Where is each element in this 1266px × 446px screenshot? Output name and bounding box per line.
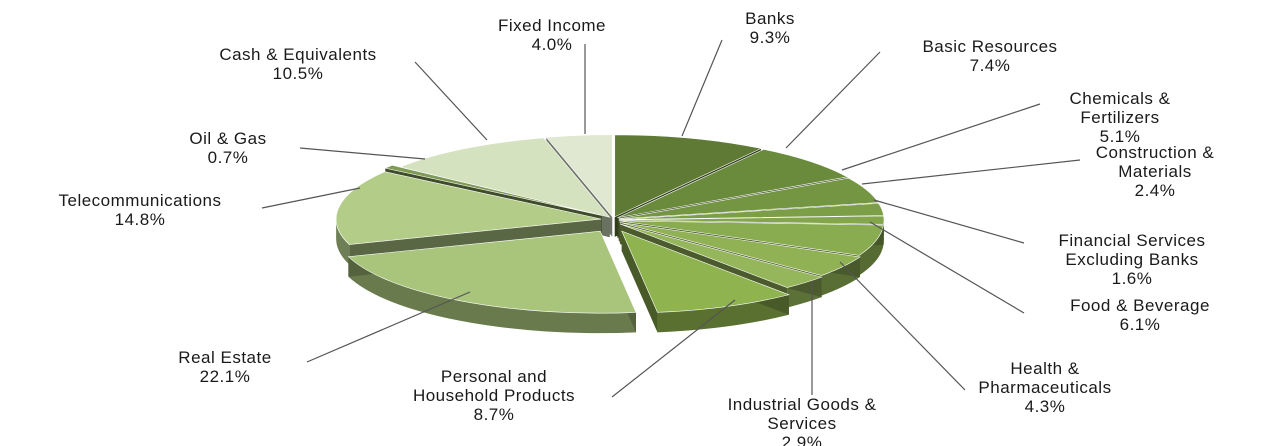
- slice-side-9: [348, 256, 636, 334]
- slice-construction-materials: [618, 203, 884, 220]
- leader-line-9: [306, 291, 471, 363]
- slice-label-line: 4.0%: [532, 35, 573, 54]
- slice-label-line: Real Estate: [178, 348, 271, 367]
- slice-label-11: Oil & Gas 0.7%: [189, 129, 266, 167]
- leader-line-6: [839, 261, 966, 391]
- slice-edge-8-1: [621, 231, 658, 333]
- slice-label-line: Materials: [1118, 162, 1191, 181]
- slice-label-line: Food & Beverage: [1070, 296, 1210, 315]
- leader-line-10: [261, 187, 361, 209]
- slice-label-line: 2.9%: [782, 433, 823, 446]
- slice-label-line: 7.4%: [970, 56, 1011, 75]
- leader-line-0: [681, 39, 723, 137]
- slice-label-line: 2.4%: [1135, 181, 1176, 200]
- slice-label-line: Banks: [745, 9, 795, 28]
- slice-label-line: 0.7%: [208, 148, 249, 167]
- slice-label-line: Basic Resources: [922, 37, 1057, 56]
- slice-label-line: Fertilizers: [1080, 108, 1159, 127]
- slice-label-2: Chemicals & Fertilizers 5.1%: [1070, 89, 1171, 146]
- leader-line-11: [299, 147, 426, 160]
- leader-line-1: [785, 51, 881, 149]
- slice-side-5: [859, 225, 884, 276]
- slice-industrial-goods-services: [619, 223, 823, 288]
- slice-label-4: Financial Services Excluding Banks 1.6%: [1059, 231, 1206, 288]
- slice-label-12: Cash & Equivalents 10.5%: [219, 45, 376, 83]
- leader-line-12: [414, 61, 488, 141]
- leader-lines: [261, 39, 1081, 398]
- slice-label-line: Telecommunications: [58, 191, 221, 210]
- slice-oil-gas: [384, 164, 602, 216]
- slice-label-line: 10.5%: [273, 64, 324, 83]
- slice-label-line: Pharmaceuticals: [978, 378, 1111, 397]
- slice-label-10: Telecommunications 14.8%: [58, 191, 221, 229]
- slice-real-estate: [347, 230, 637, 314]
- slice-label-line: Cash & Equivalents: [219, 45, 376, 64]
- slice-label-line: 9.3%: [750, 28, 791, 47]
- slice-label-3: Construction & Materials 2.4%: [1096, 143, 1215, 200]
- slice-label-1: Basic Resources 7.4%: [922, 37, 1057, 75]
- slice-label-0: Banks 9.3%: [745, 9, 795, 47]
- slice-fixed-income: [545, 134, 613, 218]
- slice-label-line: Fixed Income: [498, 16, 606, 35]
- slice-food-beverage: [618, 220, 884, 256]
- slice-side-10: [336, 219, 350, 265]
- slice-label-line: 6.1%: [1120, 315, 1161, 334]
- slice-label-line: Excluding Banks: [1065, 250, 1198, 269]
- slice-label-line: 8.7%: [474, 405, 515, 424]
- slice-label-13: Fixed Income 4.0%: [498, 16, 606, 54]
- slice-label-5: Food & Beverage 6.1%: [1070, 296, 1210, 334]
- slice-label-line: Chemicals &: [1070, 89, 1171, 108]
- slice-label-line: Industrial Goods &: [728, 395, 877, 414]
- slice-banks: [614, 134, 762, 218]
- slice-label-line: Health &: [1010, 359, 1079, 378]
- leader-line-2: [841, 103, 1041, 171]
- slice-labels: Banks 9.3% Basic Resources 7.4%Chemicals & F…: [58, 9, 1215, 446]
- leader-line-5: [869, 221, 1025, 314]
- slice-label-line: Household Products: [413, 386, 575, 405]
- slice-label-line: 1.6%: [1112, 269, 1153, 288]
- leader-line-3: [861, 159, 1081, 185]
- slice-label-line: 5.1%: [1100, 127, 1141, 146]
- slice-side-8: [657, 294, 789, 333]
- slice-basic-resources: [617, 149, 849, 219]
- slice-health-pharmaceuticals: [619, 222, 861, 276]
- slice-chemicals-fertilizers: [618, 177, 879, 220]
- slice-label-8: Personal and Household Products 8.7%: [413, 367, 575, 424]
- slice-label-line: Construction &: [1096, 143, 1215, 162]
- slice-label-line: 22.1%: [200, 367, 251, 386]
- slice-label-line: 14.8%: [115, 210, 166, 229]
- pie-slices: [335, 134, 885, 314]
- slice-label-line: Financial Services: [1059, 231, 1206, 250]
- leader-line-4: [873, 199, 1025, 244]
- leader-line-8: [611, 299, 736, 398]
- slice-label-line: Personal and: [441, 367, 547, 386]
- slice-cash-equivalents: [399, 137, 611, 218]
- slice-label-7: Industrial Goods & Services 2.9%: [728, 395, 877, 446]
- slice-label-line: Services: [767, 414, 836, 433]
- slice-label-line: Oil & Gas: [189, 129, 266, 148]
- slice-telecommunications: [335, 171, 602, 245]
- slice-label-line: 4.3%: [1025, 397, 1066, 416]
- slice-label-9: Real Estate 22.1%: [178, 348, 271, 386]
- slice-financial-services-excluding-banks: [618, 215, 885, 225]
- slice-label-6: Health & Pharmaceuticals 4.3%: [978, 359, 1111, 416]
